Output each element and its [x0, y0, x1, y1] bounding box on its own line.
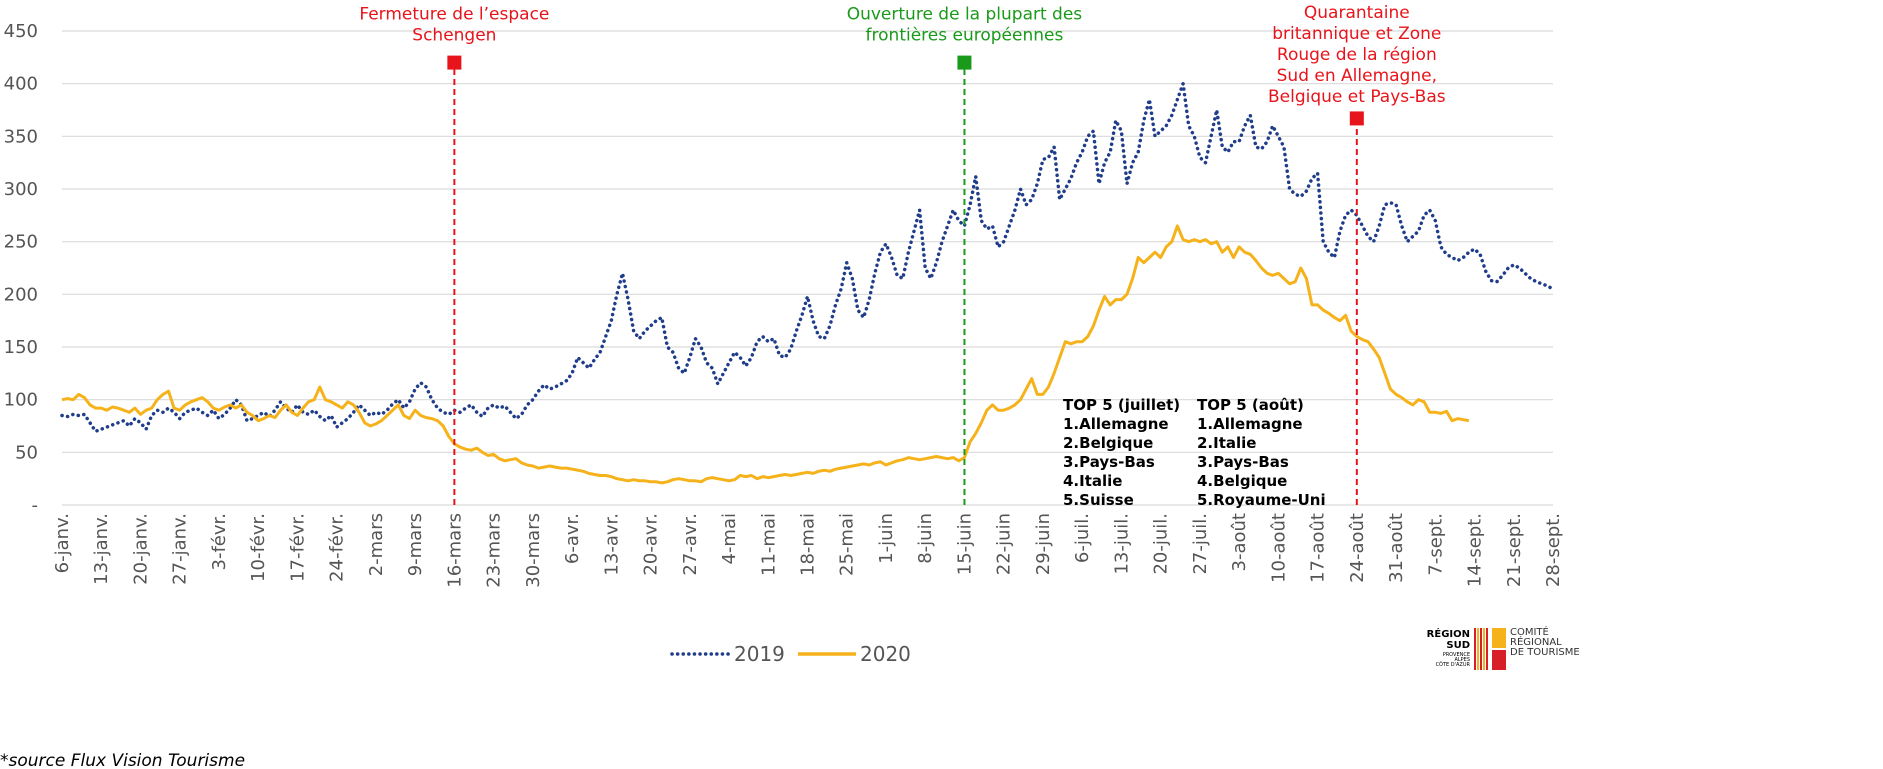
x-tick-label: 22-juin [994, 513, 1015, 575]
x-tick-label: 13-janv. [91, 513, 112, 585]
x-tick-label: 25-mai [837, 513, 858, 576]
legend-label: 2020 [860, 642, 911, 666]
y-tick-label: 50 [15, 442, 38, 463]
x-tick-label: 20-avr. [641, 513, 662, 576]
x-tick-label: 13-avr. [601, 513, 622, 576]
y-tick-label: 350 [4, 126, 38, 147]
event-marker [957, 55, 972, 70]
event-label: Belgique et Pays-Bas [1268, 87, 1446, 107]
note-item: 3.Pays-Bas [1063, 453, 1155, 471]
x-tick-label: 3-août [1229, 513, 1250, 571]
x-tick-label: 24-févr. [327, 513, 348, 582]
x-tick-label: 6-avr. [562, 513, 583, 564]
x-tick-label: 30-mars [523, 513, 544, 588]
x-tick-label: 27-juil. [1190, 513, 1211, 575]
note-item: 5.Suisse [1063, 491, 1134, 509]
note-item: 3.Pays-Bas [1197, 453, 1289, 471]
x-tick-label: 7-sept. [1425, 513, 1446, 576]
x-tick-label: 18-mai [798, 513, 819, 576]
event-label: Rouge de la région [1277, 45, 1437, 65]
x-tick-label: 6-janv. [52, 513, 73, 573]
event-label: frontières européennes [866, 26, 1064, 46]
note-item: 1.Allemagne [1063, 415, 1169, 433]
note-title: TOP 5 (juillet) [1063, 396, 1180, 414]
x-tick-label: 28-sept. [1543, 513, 1564, 587]
x-tick-label: 20-juil. [1151, 513, 1172, 575]
x-tick-label: 8-juin [915, 513, 936, 564]
legend-label: 2019 [734, 642, 785, 666]
logo-stripe [1480, 628, 1482, 670]
event-marker [447, 55, 462, 70]
x-tick-label: 3-févr. [209, 513, 230, 570]
x-tick-label: 11-mai [758, 513, 779, 576]
event-label: Quarantaine [1304, 3, 1410, 23]
x-tick-label: 9-mars [405, 513, 426, 576]
event-label: Schengen [412, 26, 496, 46]
x-tick-label: 4-mai [719, 513, 740, 565]
x-tick-label: 15-juin [954, 513, 975, 575]
x-tick-label: 2-mars [366, 513, 387, 576]
y-tick-label: 250 [4, 232, 38, 253]
x-tick-label: 10-août [1268, 513, 1289, 583]
x-tick-label: 27-janv. [170, 513, 191, 585]
logo-sub: PROVENCE [1443, 652, 1470, 658]
note-item: 4.Belgique [1197, 472, 1287, 490]
logo-sub: CÔTE D'AZUR [1436, 661, 1471, 668]
event-label: Ouverture de la plupart des [847, 5, 1083, 25]
event-label: Fermeture de l’espace [359, 5, 549, 25]
logo-region: RÉGION [1427, 627, 1470, 640]
x-tick-label: 20-janv. [130, 513, 151, 585]
logo-committee: DE TOURISME [1510, 647, 1580, 658]
note-item: 4.Italie [1063, 472, 1122, 490]
event-label: britannique et Zone [1272, 24, 1441, 44]
series-line [60, 81, 1555, 434]
logo-stripe [1477, 628, 1479, 670]
event-label: Sud en Allemagne, [1277, 66, 1437, 86]
logo-stripe [1483, 628, 1485, 670]
x-tick-label: 29-juin [1033, 513, 1054, 575]
note-item: 2.Belgique [1063, 434, 1153, 452]
logo-stripe [1474, 628, 1476, 670]
y-tick-label: 100 [4, 390, 38, 411]
y-tick-label: 150 [4, 337, 38, 358]
note-item: 5.Royaume-Uni [1197, 491, 1326, 509]
logo-shield2 [1492, 650, 1506, 670]
x-tick-label: 14-sept. [1465, 513, 1486, 587]
y-tick-label: 450 [4, 21, 38, 42]
logo-stripe [1486, 628, 1488, 670]
x-tick-label: 6-juil. [1072, 513, 1093, 563]
note-item: 1.Allemagne [1197, 415, 1303, 433]
x-tick-label: 23-mars [484, 513, 505, 588]
logo-sub: ALPES [1454, 657, 1470, 663]
x-tick-label: 31-août [1386, 513, 1407, 583]
y-tick-label: 300 [4, 179, 38, 200]
x-tick-label: 10-févr. [248, 513, 269, 582]
series-line [61, 224, 1470, 485]
note-title: TOP 5 (août) [1197, 396, 1304, 414]
x-tick-label: 24-août [1347, 513, 1368, 583]
y-tick-label: 400 [4, 74, 38, 95]
x-tick-label: 17-août [1308, 513, 1329, 583]
x-tick-label: 27-avr. [680, 513, 701, 576]
event-marker [1349, 111, 1364, 126]
logo-region: SUD [1446, 640, 1470, 651]
x-tick-label: 21-sept. [1504, 513, 1525, 587]
x-tick-label: 13-juil. [1111, 513, 1132, 575]
x-tick-label: 16-mars [444, 513, 465, 588]
x-tick-label: 1-juin [876, 513, 897, 564]
note-item: 2.Italie [1197, 434, 1256, 452]
y-tick-label: - [32, 495, 39, 516]
logo-committee: RÉGIONAL [1510, 635, 1562, 648]
y-tick-label: 200 [4, 284, 38, 305]
logo-committee: COMITÉ [1510, 625, 1549, 638]
logo-shield [1492, 628, 1506, 648]
x-tick-label: 17-févr. [287, 513, 308, 582]
source-note: *source Flux Vision Tourisme [0, 751, 245, 769]
